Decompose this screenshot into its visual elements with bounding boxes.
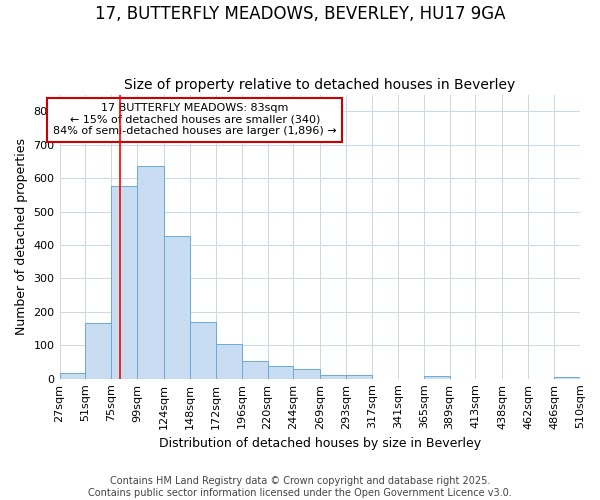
- Text: Contains HM Land Registry data © Crown copyright and database right 2025.
Contai: Contains HM Land Registry data © Crown c…: [88, 476, 512, 498]
- Bar: [85, 322, 111, 378]
- Bar: [424, 376, 449, 378]
- Text: 17 BUTTERFLY MEADOWS: 83sqm
← 15% of detached houses are smaller (340)
84% of se: 17 BUTTERFLY MEADOWS: 83sqm ← 15% of det…: [53, 103, 337, 136]
- Bar: [293, 368, 320, 378]
- Bar: [554, 376, 580, 378]
- Text: 17, BUTTERFLY MEADOWS, BEVERLEY, HU17 9GA: 17, BUTTERFLY MEADOWS, BEVERLEY, HU17 9G…: [95, 5, 505, 23]
- Bar: [320, 374, 346, 378]
- Bar: [190, 322, 216, 378]
- Title: Size of property relative to detached houses in Beverley: Size of property relative to detached ho…: [124, 78, 515, 92]
- Bar: [59, 373, 85, 378]
- Bar: [268, 366, 293, 378]
- Bar: [111, 186, 137, 378]
- Y-axis label: Number of detached properties: Number of detached properties: [15, 138, 28, 335]
- Bar: [164, 236, 190, 378]
- Bar: [346, 376, 372, 378]
- X-axis label: Distribution of detached houses by size in Beverley: Distribution of detached houses by size …: [159, 437, 481, 450]
- Bar: [216, 344, 242, 378]
- Bar: [137, 166, 164, 378]
- Bar: [242, 362, 268, 378]
